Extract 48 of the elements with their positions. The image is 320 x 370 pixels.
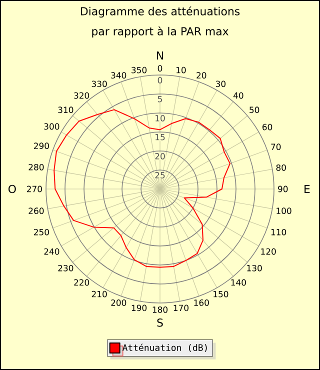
spoke-label: 100 <box>276 208 292 214</box>
text: E <box>304 185 310 193</box>
spoke-label: 210 <box>92 290 107 298</box>
spoke-label: 140 <box>231 279 246 286</box>
spoke-label: 320 <box>74 92 90 99</box>
spoke-label: 300 <box>44 123 60 130</box>
text: O <box>8 184 16 194</box>
spoke-label: 70 <box>271 144 281 150</box>
spoke-label: 340 <box>111 72 126 79</box>
spoke-label: 240 <box>44 248 60 255</box>
y-tick-label: 5 <box>158 96 162 102</box>
y-tick-label: 25 <box>155 172 165 178</box>
spoke-label: 50 <box>250 106 260 114</box>
spoke-label: 280 <box>28 164 44 170</box>
spoke-label: 20 <box>196 72 206 79</box>
spoke-label: 190 <box>132 304 147 312</box>
text: S <box>157 318 163 327</box>
spoke-label: 90 <box>278 186 288 192</box>
legend-label: Atténuation (dB) <box>122 344 207 352</box>
spoke-label: 150 <box>214 290 228 298</box>
y-tick-label: 10 <box>156 115 165 122</box>
spoke-label: 200 <box>111 299 126 306</box>
spoke-label: 220 <box>74 279 90 286</box>
spoke-label: 230 <box>58 264 74 272</box>
y-tick-label: 0 <box>158 77 162 84</box>
spoke-label: 10 <box>176 66 186 74</box>
spoke-label: 310 <box>58 106 74 114</box>
spoke-label: 120 <box>261 248 276 255</box>
spoke-label: 290 <box>34 142 49 150</box>
spoke-label: 350 <box>132 66 147 74</box>
spoke-label: 40 <box>233 92 244 99</box>
spoke-label: 180 <box>152 306 168 313</box>
spoke-label: 110 <box>271 228 286 236</box>
spoke-label: 30 <box>216 80 226 88</box>
chart-title: Diagramme des atténuations <box>80 6 240 18</box>
spoke-label: 170 <box>174 304 188 312</box>
spoke-label: 330 <box>92 80 107 88</box>
chart-subtitle: par rapport à la PAR max <box>92 26 228 38</box>
spoke-label: 250 <box>34 228 49 236</box>
spoke-label: 270 <box>26 186 42 192</box>
spoke-label: 160 <box>194 299 209 306</box>
y-tick-label: 20 <box>155 152 165 160</box>
spoke-label: 60 <box>262 124 272 130</box>
spoke-label: 130 <box>247 264 262 272</box>
spoke-label: 260 <box>28 208 44 214</box>
text: N <box>156 52 164 60</box>
spoke-label: 80 <box>276 164 286 171</box>
y-tick-label: 15 <box>156 134 165 140</box>
